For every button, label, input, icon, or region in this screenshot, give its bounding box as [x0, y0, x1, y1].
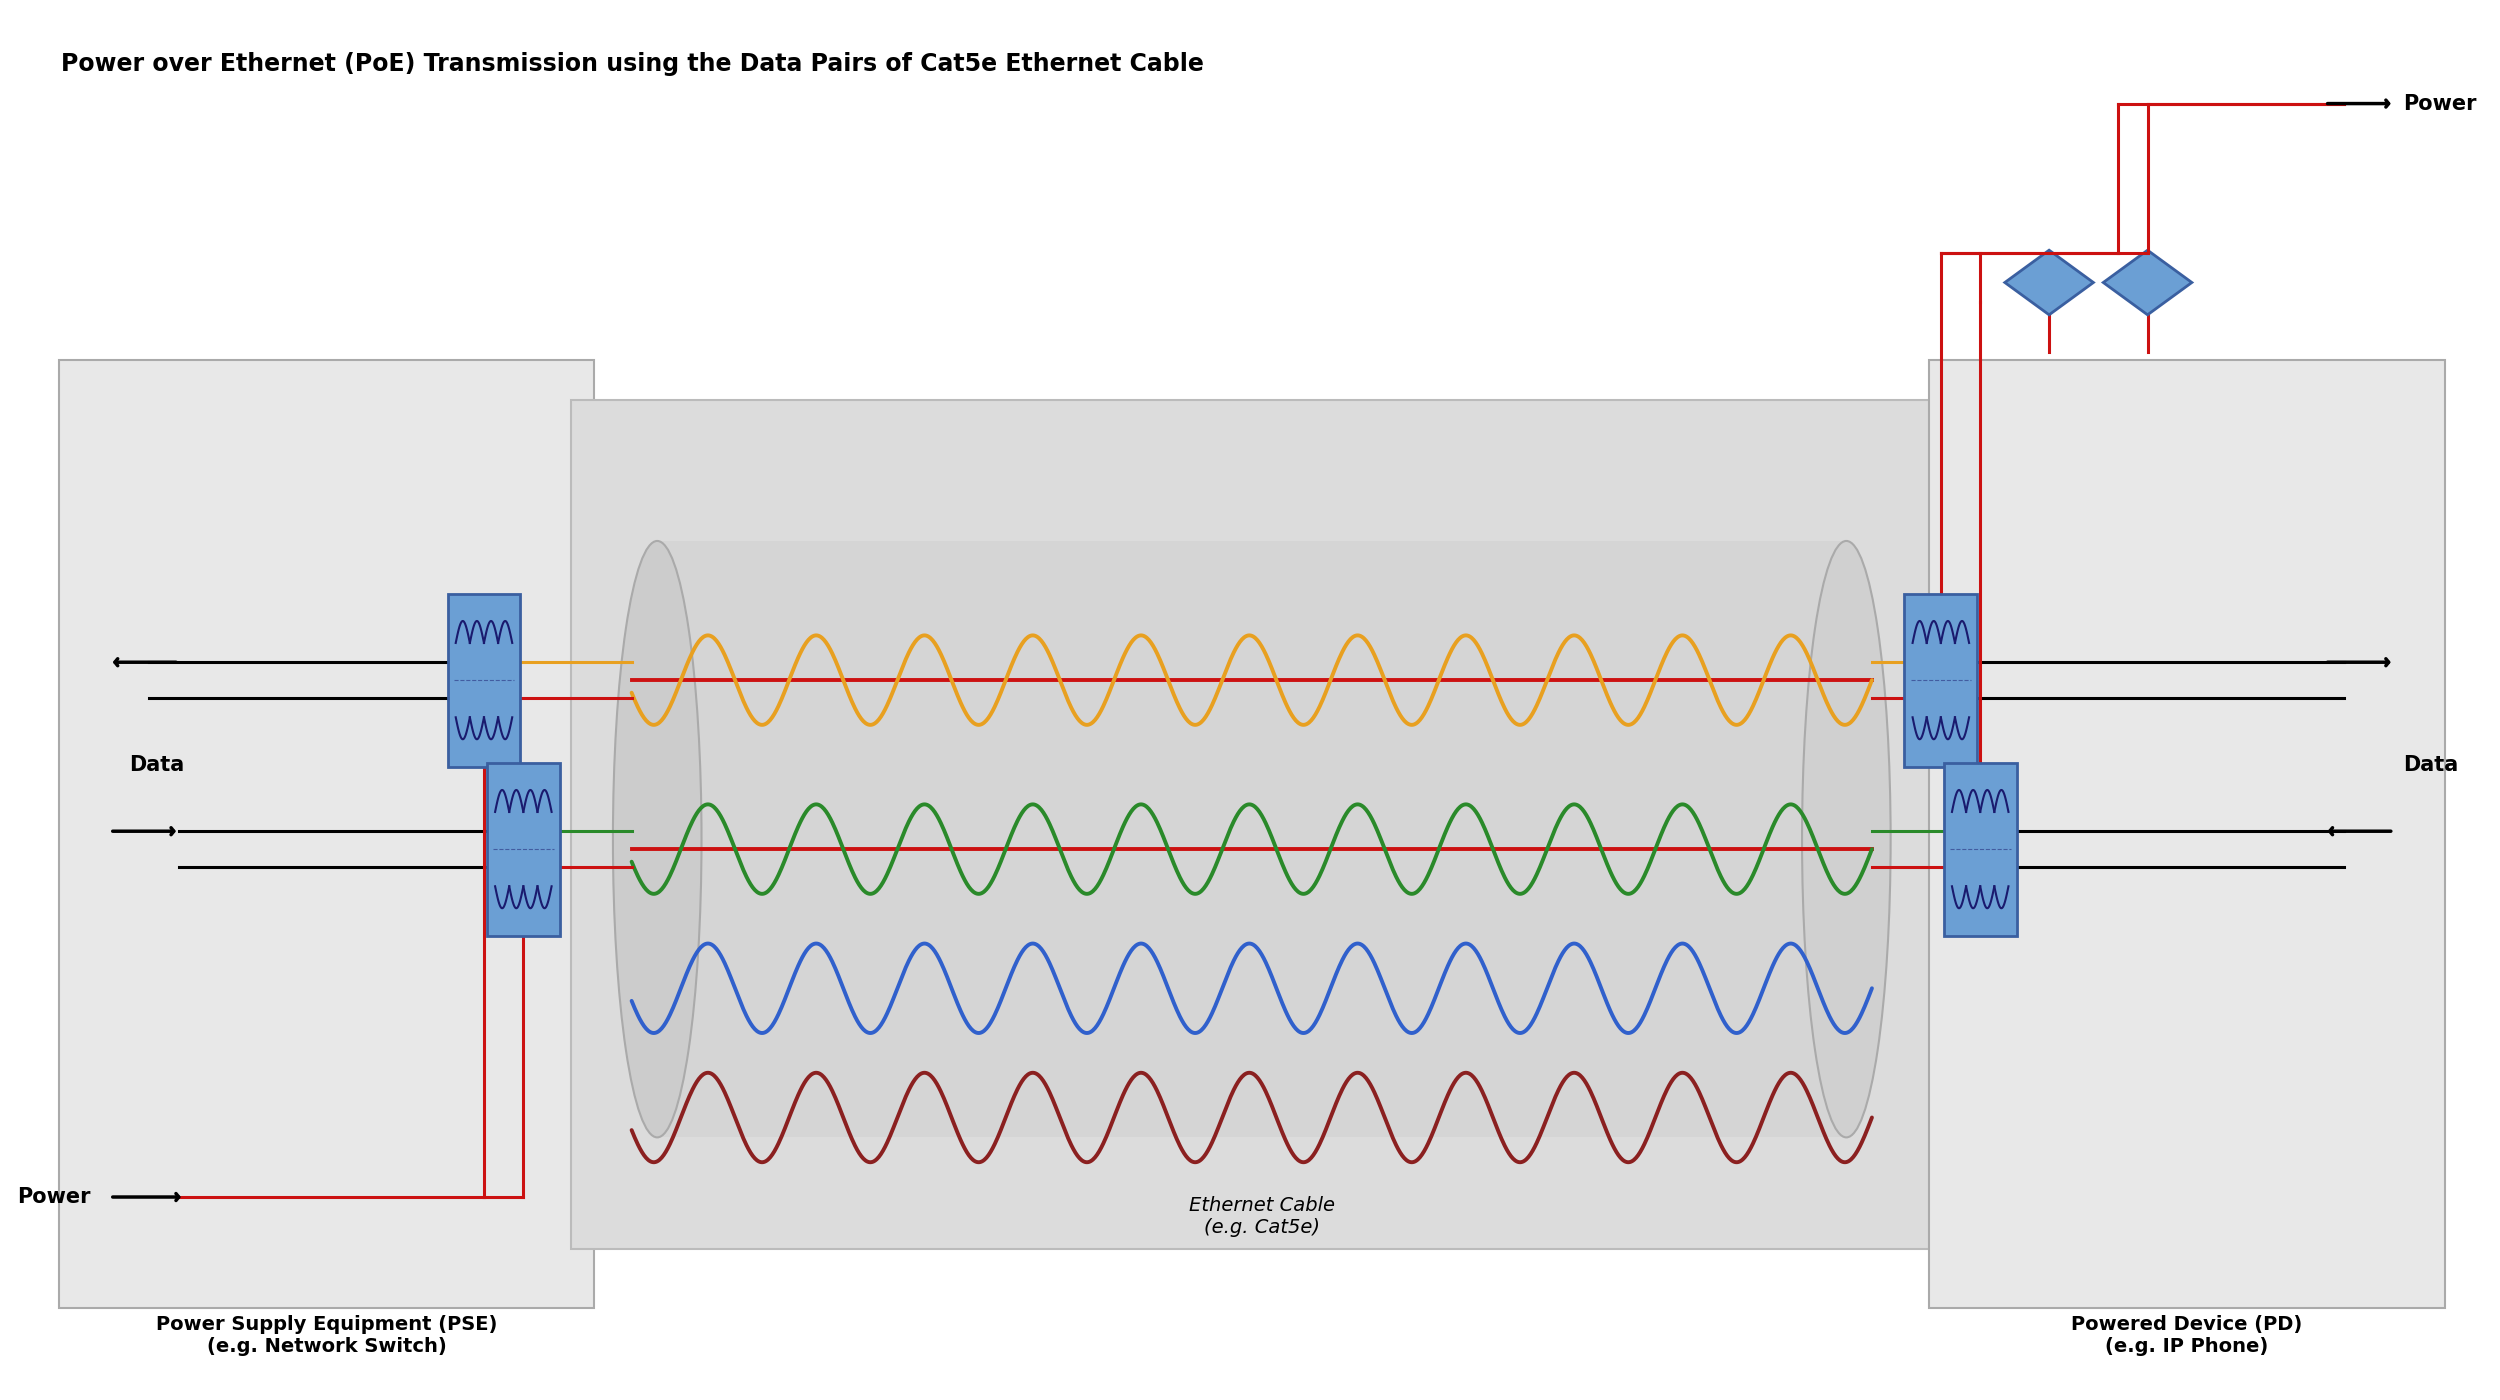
FancyBboxPatch shape: [658, 540, 1848, 1137]
Text: Power: Power: [18, 1187, 90, 1207]
Ellipse shape: [1802, 540, 1890, 1137]
Text: Power Supply Equipment (PSE)
(e.g. Network Switch): Power Supply Equipment (PSE) (e.g. Netwo…: [155, 1315, 498, 1357]
FancyBboxPatch shape: [1945, 763, 2018, 935]
FancyBboxPatch shape: [1905, 594, 1978, 767]
FancyBboxPatch shape: [1930, 360, 2445, 1309]
FancyBboxPatch shape: [488, 763, 560, 935]
Text: Data: Data: [2402, 755, 2458, 774]
Polygon shape: [2005, 251, 2092, 315]
FancyBboxPatch shape: [570, 400, 1932, 1249]
Text: Ethernet Cable
(e.g. Cat5e): Ethernet Cable (e.g. Cat5e): [1188, 1196, 1335, 1236]
Polygon shape: [2102, 251, 2192, 315]
Text: Power over Ethernet (PoE) Transmission using the Data Pairs of Cat5e Ethernet Ca: Power over Ethernet (PoE) Transmission u…: [60, 52, 1202, 76]
FancyBboxPatch shape: [448, 594, 520, 767]
FancyBboxPatch shape: [58, 360, 595, 1309]
Ellipse shape: [612, 540, 703, 1137]
Text: Power: Power: [2402, 94, 2478, 113]
Text: Data: Data: [130, 755, 185, 774]
Text: Powered Device (PD)
(e.g. IP Phone): Powered Device (PD) (e.g. IP Phone): [2072, 1315, 2302, 1357]
